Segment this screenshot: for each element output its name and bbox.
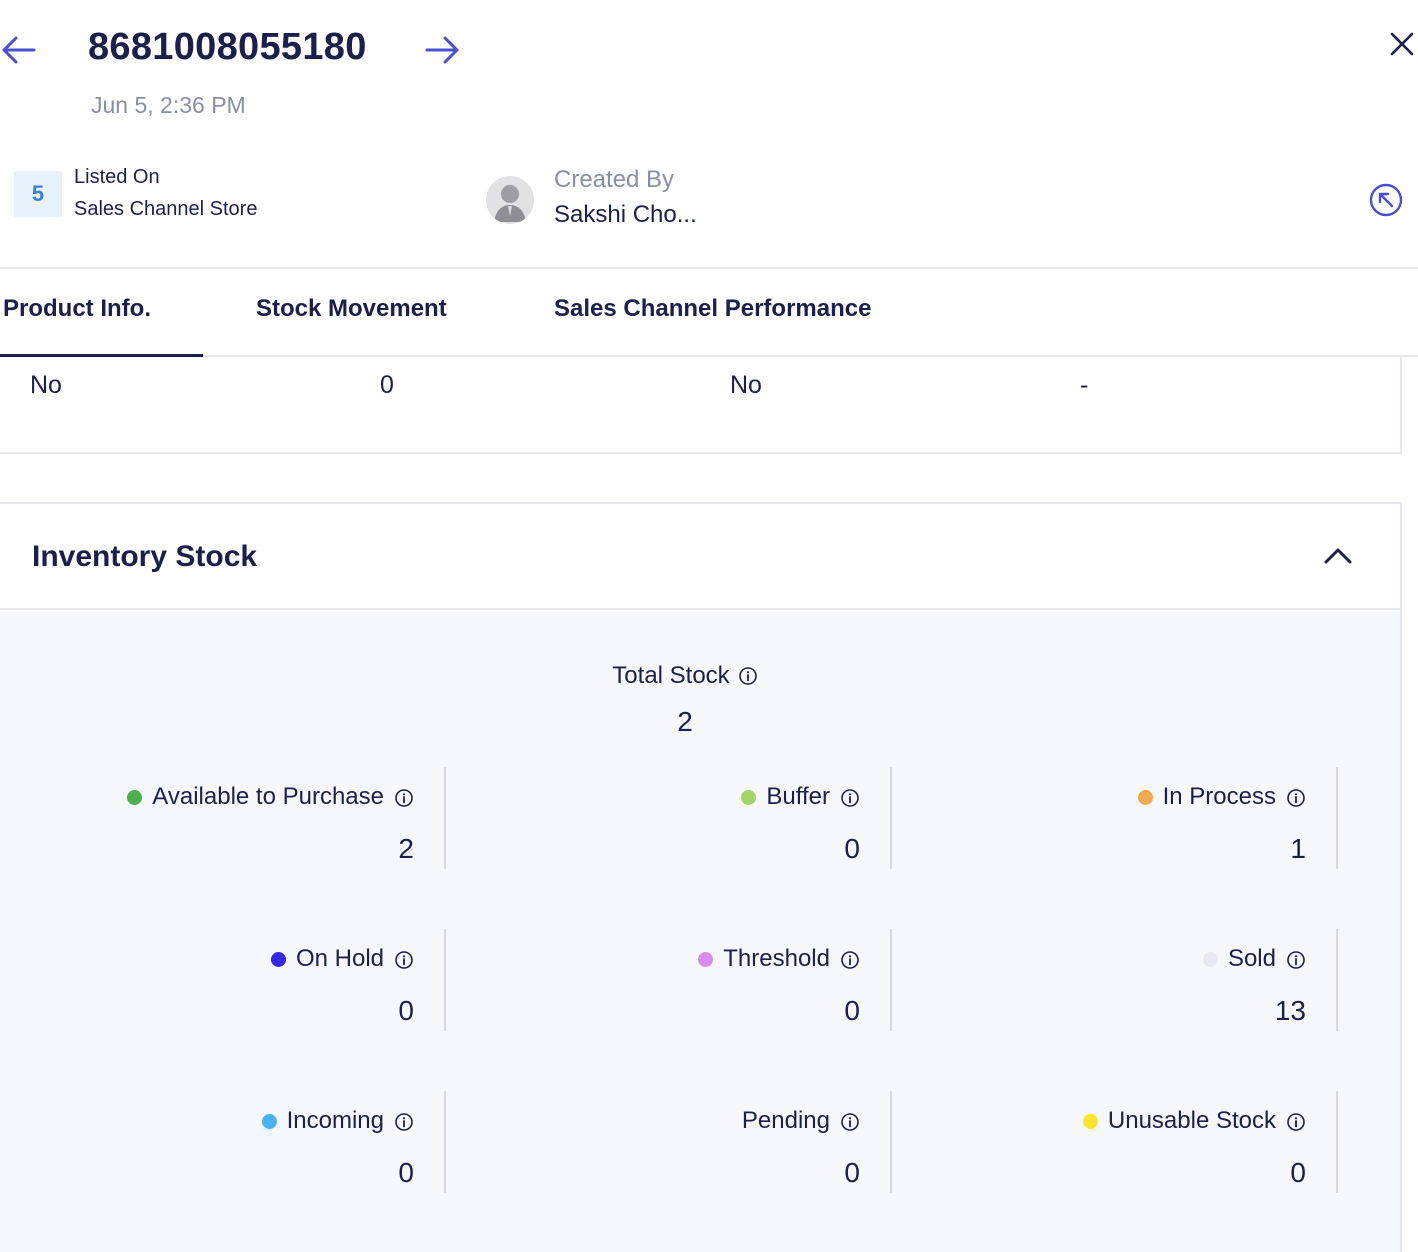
detail-header: 8681008055180 Jun 5, 2:36 PM 5 Listed On…: [0, 0, 1418, 268]
total-stock: Total Stock 2: [0, 662, 1370, 738]
status-dot: [127, 789, 143, 805]
created-by-value: Sakshi Cho...: [554, 201, 697, 228]
listed-on-label: Listed On: [74, 166, 160, 188]
created-by-label: Created By: [554, 166, 675, 193]
tab-stock-movement[interactable]: Stock Movement: [256, 295, 447, 322]
inventory-stock-header[interactable]: Inventory Stock: [0, 504, 1400, 610]
stock-label: Unusable Stock: [1107, 1107, 1276, 1134]
info-value: No: [30, 371, 62, 399]
inventory-stock-card: Inventory Stock Total Stock 2 Available …: [0, 502, 1402, 1252]
stock-value: 0: [1290, 1157, 1306, 1188]
page-title: 8681008055180: [88, 26, 367, 68]
stock-label: Sold: [1227, 945, 1276, 972]
inventory-stock-title: Inventory Stock: [32, 540, 258, 573]
tab-product-info[interactable]: Product Info.: [3, 295, 151, 322]
chevron-up-icon[interactable]: [1320, 538, 1356, 574]
info-icon[interactable]: [1286, 1111, 1306, 1131]
header-divider: [0, 267, 1418, 269]
tab-sales-channel-performance[interactable]: Sales Channel Performance: [554, 295, 872, 322]
info-icon[interactable]: [1286, 949, 1306, 969]
info-icon[interactable]: [738, 666, 758, 686]
stock-value: 0: [844, 833, 860, 864]
stock-on-hold: On Hold 0: [0, 929, 446, 1031]
stock-value: 1: [1290, 833, 1306, 864]
status-dot: [270, 951, 286, 967]
info-value: -: [1080, 371, 1089, 399]
inventory-stock-body: Total Stock 2 Available to Purchase 2 Buff…: [0, 612, 1400, 1252]
status-dot: [698, 951, 714, 967]
listed-on-value: Sales Channel Store: [74, 198, 258, 220]
status-dot: [1202, 951, 1218, 967]
active-tab-indicator: [0, 354, 203, 357]
stock-label: Buffer: [766, 783, 830, 810]
stock-value: 2: [398, 833, 414, 864]
avatar: [486, 176, 534, 224]
total-stock-value: 2: [677, 706, 693, 737]
info-icon[interactable]: [394, 787, 414, 807]
info-icon[interactable]: [840, 787, 860, 807]
info-value: No: [730, 371, 762, 399]
status-dot: [1082, 1113, 1098, 1129]
previous-arrow-icon[interactable]: [0, 30, 40, 70]
stock-value: 13: [1274, 995, 1306, 1026]
stock-label: Pending: [741, 1107, 830, 1134]
tab-bar: Product Info. Stock Movement Sales Chann…: [0, 269, 1418, 357]
stock-label: Threshold: [723, 945, 830, 972]
stock-pending: Pending 0: [446, 1091, 892, 1193]
stock-sold: Sold 13: [892, 929, 1338, 1031]
open-external-icon[interactable]: [1368, 182, 1404, 218]
status-dot: [261, 1113, 277, 1129]
status-dot: [1137, 789, 1153, 805]
close-icon[interactable]: [1384, 26, 1418, 60]
stock-value: 0: [398, 1157, 414, 1188]
info-icon[interactable]: [394, 949, 414, 969]
stock-value: 0: [844, 995, 860, 1026]
total-stock-label: Total Stock: [612, 662, 730, 689]
info-icon[interactable]: [840, 949, 860, 969]
info-icon[interactable]: [1286, 787, 1306, 807]
stock-threshold: Threshold 0: [446, 929, 892, 1031]
product-info-row: No 0 No -: [0, 357, 1402, 454]
status-dot: [741, 789, 757, 805]
info-icon[interactable]: [394, 1111, 414, 1131]
next-arrow-icon[interactable]: [422, 30, 462, 70]
stock-value: 0: [844, 1157, 860, 1188]
stock-buffer: Buffer 0: [446, 767, 892, 869]
stock-label: On Hold: [295, 945, 384, 972]
listed-count-badge[interactable]: 5: [14, 171, 62, 217]
stock-in-process: In Process 1: [892, 767, 1338, 869]
stock-label: In Process: [1162, 783, 1276, 810]
info-icon[interactable]: [840, 1111, 860, 1131]
stock-label: Incoming: [286, 1107, 384, 1134]
info-value: 0: [380, 371, 394, 399]
stock-label: Available to Purchase: [152, 783, 384, 810]
stock-available-to-purchase: Available to Purchase 2: [0, 767, 446, 869]
stock-unusable-stock: Unusable Stock 0: [892, 1091, 1338, 1193]
timestamp: Jun 5, 2:36 PM: [91, 92, 246, 118]
stock-value: 0: [398, 995, 414, 1026]
stock-incoming: Incoming 0: [0, 1091, 446, 1193]
